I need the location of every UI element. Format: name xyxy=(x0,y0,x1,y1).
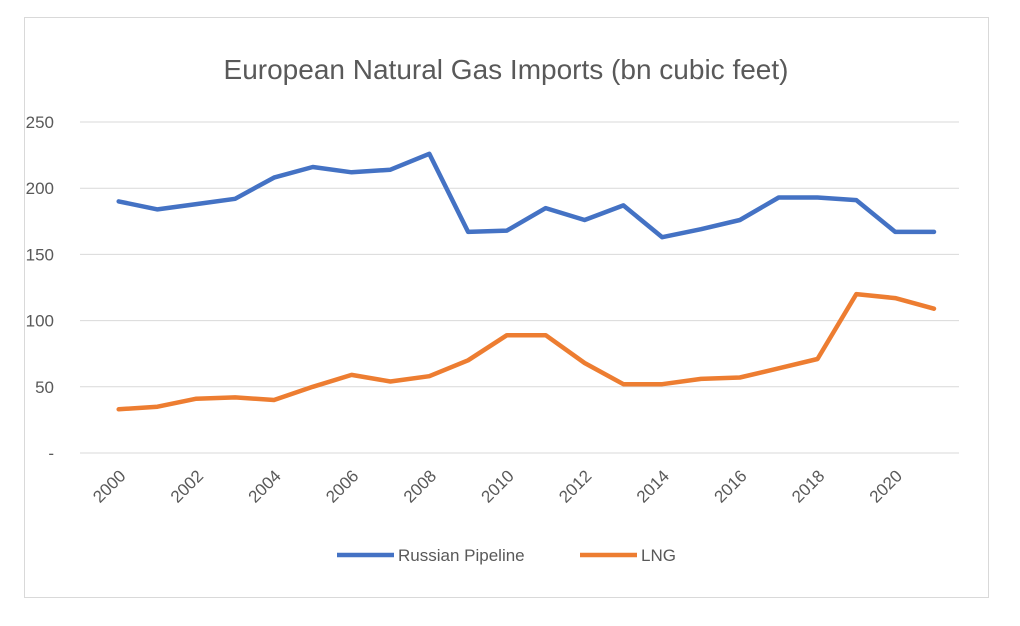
chart-title: European Natural Gas Imports (bn cubic f… xyxy=(224,54,789,85)
x-tick-label: 2008 xyxy=(400,466,440,506)
x-tick-label: 2018 xyxy=(788,466,828,506)
y-tick-label: 100 xyxy=(26,312,54,331)
y-axis-tick-labels: - 50 100 150 200 250 xyxy=(26,113,54,463)
y-tick-label: - xyxy=(48,444,54,463)
legend: Russian Pipeline LNG xyxy=(337,546,676,565)
x-tick-label: 2012 xyxy=(555,466,595,506)
y-tick-label: 200 xyxy=(26,179,54,198)
y-tick-label: 150 xyxy=(26,245,54,264)
gridlines xyxy=(80,121,959,454)
x-tick-label: 2004 xyxy=(245,466,285,506)
x-tick-label: 2006 xyxy=(322,466,362,506)
line-chart: European Natural Gas Imports (bn cubic f… xyxy=(26,54,959,565)
x-tick-label: 2016 xyxy=(711,466,751,506)
legend-label: Russian Pipeline xyxy=(398,546,525,565)
series-lines xyxy=(116,151,937,412)
x-tick-label: 2020 xyxy=(866,466,906,506)
x-tick-label: 2000 xyxy=(89,466,129,506)
series-line-russian-pipeline xyxy=(116,151,937,240)
x-tick-label: 2010 xyxy=(478,466,518,506)
series-line-lng xyxy=(116,291,937,412)
x-tick-label: 2002 xyxy=(167,466,207,506)
x-axis-tick-labels: 2000 2002 2004 2006 2008 2010 2012 2014 2016 2018… xyxy=(89,466,906,506)
y-tick-label: 250 xyxy=(26,113,54,132)
legend-label: LNG xyxy=(641,546,676,565)
x-tick-label: 2014 xyxy=(633,466,673,506)
y-tick-label: 50 xyxy=(35,378,54,397)
chart-frame: European Natural Gas Imports (bn cubic f… xyxy=(24,17,989,598)
